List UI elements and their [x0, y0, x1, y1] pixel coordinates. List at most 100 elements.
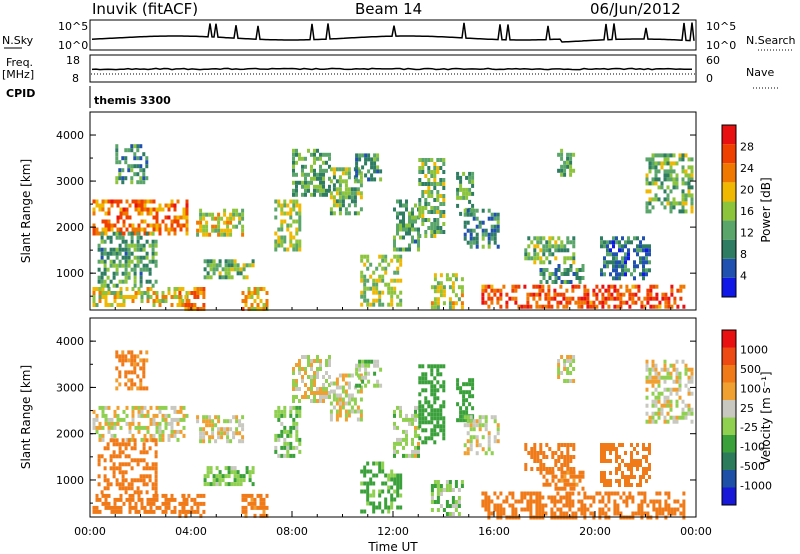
velocity-cell: [251, 466, 255, 471]
power-cell: [548, 252, 552, 257]
power-cell: [97, 279, 101, 284]
power-cell: [107, 303, 111, 307]
power-cell: [100, 239, 104, 244]
power-cell: [115, 160, 119, 165]
power-cell: [621, 272, 624, 277]
velocity-cell: [524, 463, 528, 467]
power-cell: [633, 236, 636, 241]
velocity-cell: [466, 415, 470, 420]
power-cell: [408, 231, 411, 236]
velocity-cell: [244, 509, 248, 514]
velocity-cell: [233, 474, 237, 479]
velocity-cell: [158, 425, 162, 430]
velocity-cell: [646, 511, 650, 516]
power-cell: [280, 219, 284, 224]
power-cell: [539, 256, 543, 261]
power-cell: [578, 276, 582, 280]
velocity-cell: [649, 499, 653, 504]
velocity-cell: [604, 503, 608, 508]
velocity-cell: [667, 491, 671, 496]
velocity-cell: [98, 405, 102, 410]
velocity-cell: [121, 462, 125, 467]
power-cell: [581, 264, 585, 268]
power-cell: [280, 211, 284, 216]
velocity-cell: [107, 505, 111, 510]
velocity-cell: [560, 486, 564, 491]
power-cell: [173, 219, 177, 224]
velocity-cell: [236, 470, 240, 475]
velocity-cell: [341, 385, 345, 390]
velocity-cell: [241, 427, 245, 432]
velocity-cell: [283, 453, 287, 458]
power-cell: [580, 300, 584, 305]
velocity-cell: [581, 486, 585, 491]
power-cell: [92, 227, 96, 232]
velocity-cell: [128, 497, 132, 502]
power-cell: [465, 191, 469, 196]
power-cell: [118, 168, 122, 173]
velocity-cell: [104, 405, 108, 410]
velocity-cell: [523, 491, 527, 496]
power-cell: [557, 152, 561, 157]
power-cell: [484, 284, 488, 289]
velocity-colorbar-tick-label: 1000: [740, 343, 768, 356]
power-cell: [250, 291, 254, 295]
velocity-cell: [289, 413, 293, 418]
velocity-cell: [580, 511, 584, 516]
power-cell: [304, 172, 307, 177]
power-cell: [405, 227, 408, 232]
velocity-cell: [313, 371, 316, 375]
power-cell: [654, 165, 658, 170]
velocity-cell: [430, 416, 434, 421]
velocity-cell: [439, 428, 443, 433]
velocity-cell: [103, 446, 107, 451]
velocity-cell: [358, 383, 362, 388]
power-cell: [393, 235, 396, 240]
velocity-cell: [651, 367, 655, 372]
velocity-cell: [218, 478, 222, 483]
velocity-cell: [155, 421, 159, 426]
power-cell: [524, 252, 528, 257]
power-cell: [125, 211, 129, 216]
velocity-cell: [539, 470, 543, 475]
power-cell: [124, 263, 128, 268]
velocity-cell: [176, 417, 180, 422]
velocity-cell: [250, 501, 254, 506]
power-cell: [684, 209, 688, 214]
power-cell: [651, 177, 655, 182]
noise-left-tick-bottom: 10^0: [58, 39, 88, 52]
power-cell: [481, 208, 485, 213]
power-cell: [199, 291, 203, 295]
power-cell: [538, 288, 542, 293]
power-cell: [563, 244, 567, 249]
power-cell: [639, 248, 642, 253]
velocity-cell: [606, 459, 609, 463]
power-cell: [490, 236, 494, 241]
velocity-cell: [164, 421, 168, 426]
velocity-cell: [262, 501, 266, 506]
velocity-cell: [613, 507, 617, 512]
power-cell: [615, 276, 618, 281]
velocity-cell: [466, 423, 470, 428]
power-cell: [178, 287, 182, 291]
velocity-cell: [130, 486, 134, 491]
power-cell: [146, 295, 150, 299]
power-cell: [547, 292, 551, 297]
power-cell: [508, 296, 512, 301]
velocity-cell: [325, 387, 328, 391]
velocity-cell: [520, 507, 524, 512]
power-cell: [379, 177, 383, 182]
velocity-cell: [568, 503, 572, 508]
velocity-cell: [648, 443, 651, 447]
velocity-cell: [618, 443, 621, 447]
power-cell: [396, 199, 399, 204]
power-cell: [304, 176, 307, 181]
power-cell: [649, 288, 653, 293]
velocity-cell: [472, 423, 476, 428]
power-cell: [456, 171, 460, 176]
velocity-cell: [630, 467, 633, 471]
velocity-cell: [158, 409, 162, 414]
velocity-cell: [233, 466, 237, 471]
power-cell: [187, 291, 191, 295]
velocity-cell: [657, 383, 661, 388]
